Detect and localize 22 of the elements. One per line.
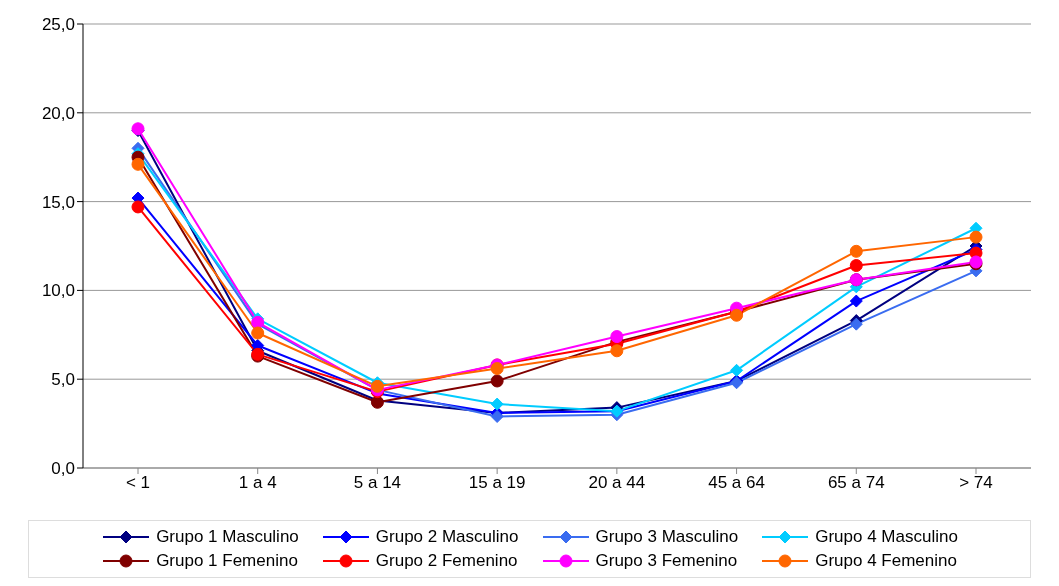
y-tick-label: 0,0 [51, 459, 75, 479]
x-tick-label: 15 a 19 [468, 473, 526, 493]
legend-label: Grupo 1 Masculino [156, 527, 299, 547]
x-tick-label: 5 a 14 [353, 473, 402, 493]
x-tick-label: 45 a 64 [708, 473, 765, 493]
x-tick-label: 65 a 74 [827, 473, 885, 493]
x-tick-label: < 1 [125, 473, 151, 493]
x-tick-label: 20 a 44 [588, 473, 646, 493]
y-tick-label: 20,0 [41, 103, 75, 123]
x-tick-label: > 74 [959, 473, 993, 493]
y-tick-label: 10,0 [41, 281, 75, 301]
y-tick-label: 15,0 [41, 192, 75, 212]
legend-label: Grupo 1 Femenino [156, 551, 298, 571]
legend-label: Grupo 3 Femenino [595, 551, 738, 571]
legend-label: Grupo 4 Masculino [815, 527, 958, 547]
y-tick-label: 25,0 [41, 15, 75, 35]
legend-label: Grupo 2 Masculino [375, 527, 519, 547]
x-tick-label: 1 a 4 [238, 473, 277, 493]
legend-label: Grupo 2 Femenino [375, 551, 518, 571]
legend-label: Grupo 3 Masculino [595, 527, 739, 547]
legend-label: Grupo 4 Femenino [815, 551, 957, 571]
y-tick-label: 5,0 [51, 370, 75, 390]
